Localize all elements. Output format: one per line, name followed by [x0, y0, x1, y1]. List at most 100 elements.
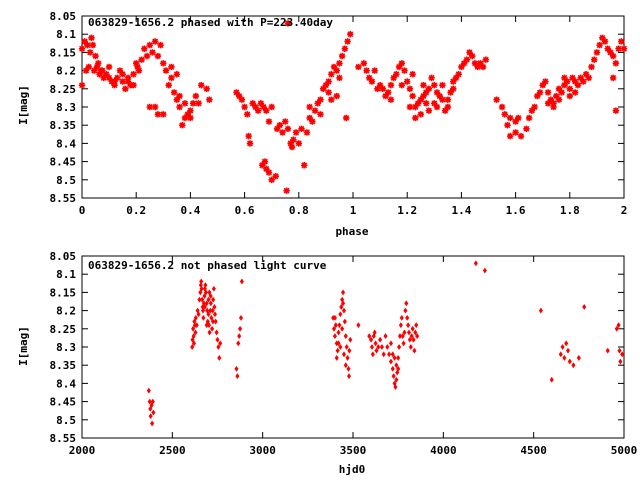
unphased-data-point	[401, 340, 406, 347]
unphased-data-point	[207, 329, 212, 336]
unphased-data-point	[206, 311, 211, 318]
phased-data-point	[588, 63, 595, 71]
unphased-data-point	[392, 354, 397, 361]
phased-data-point	[146, 41, 153, 49]
unphased-data-point	[217, 354, 222, 361]
phased-data-point	[325, 89, 332, 96]
phased-data-point	[477, 60, 484, 67]
phased-data-point	[406, 103, 414, 111]
unphased-y-tick-label: 8.55	[50, 432, 77, 445]
unphased-data-point	[191, 340, 197, 347]
phased-data-point	[245, 132, 252, 140]
unphased-data-point	[203, 289, 208, 296]
unphased-data-point	[215, 336, 220, 343]
unphased-data-point	[414, 322, 419, 329]
phased-data-point	[474, 63, 481, 71]
phased-data-point	[482, 56, 489, 63]
unphased-data-point	[390, 351, 395, 358]
phased-data-point	[387, 81, 395, 89]
phased-y-tick-label: 8.25	[50, 83, 77, 96]
phased-data-point	[444, 96, 452, 103]
unphased-data-point	[482, 267, 487, 274]
phased-data-point	[151, 103, 159, 111]
phased-data-point	[466, 49, 473, 56]
unphased-data-point	[190, 344, 195, 350]
phased-data-point	[574, 81, 582, 89]
phased-data-point	[360, 60, 368, 67]
phased-data-point	[374, 85, 381, 92]
phased-x-tick-label: 0.4	[180, 204, 200, 217]
unphased-data-point	[407, 336, 412, 343]
unphased-data-point	[370, 351, 375, 358]
unphased-data-point	[331, 325, 337, 332]
phased-data-point	[206, 96, 213, 103]
phased-data-point	[417, 111, 424, 118]
phased-data-point	[387, 96, 395, 103]
unphased-data-point	[149, 402, 154, 409]
phased-data-point	[577, 74, 584, 82]
unphased-data-point	[208, 293, 213, 299]
unphased-data-point	[576, 354, 581, 361]
phased-data-point	[311, 107, 319, 114]
unphased-data-point	[238, 314, 244, 321]
phased-data-point	[273, 125, 281, 133]
unphased-data-point	[387, 351, 392, 358]
phased-data-point	[259, 162, 266, 169]
phased-data-point	[90, 67, 98, 74]
phased-data-point	[542, 78, 549, 85]
unphased-data-point	[411, 336, 416, 343]
phased-y-tick-label: 8.5	[56, 174, 76, 187]
unphased-data-point	[582, 304, 587, 310]
phased-data-point	[322, 81, 330, 89]
unphased-data-point	[369, 336, 374, 343]
phased-data-point	[198, 81, 205, 89]
unphased-data-point	[236, 340, 241, 347]
unphased-data-point	[147, 398, 152, 405]
unphased-y-tick-label: 8.45	[50, 396, 77, 409]
phased-data-point	[203, 85, 210, 92]
unphased-data-point	[381, 351, 386, 358]
phased-plot: 8.058.18.158.28.258.38.358.48.458.58.550…	[17, 10, 627, 238]
unphased-data-point	[197, 296, 202, 303]
phased-data-point	[563, 78, 571, 85]
unphased-data-point	[198, 289, 203, 296]
phased-data-point	[539, 81, 546, 89]
phased-data-point	[292, 129, 300, 136]
phased-data-point	[151, 38, 159, 45]
unphased-data-point	[415, 333, 420, 340]
phased-data-point	[582, 71, 590, 78]
phased-data-point	[566, 85, 573, 92]
phased-data-point	[555, 85, 563, 92]
phased-data-point	[544, 100, 552, 107]
unphased-data-point	[413, 329, 418, 336]
phased-data-point	[309, 118, 316, 125]
phased-data-point	[290, 136, 297, 143]
phased-data-point	[241, 103, 248, 111]
unphased-data-point	[369, 344, 375, 350]
unphased-data-point	[341, 351, 347, 358]
phased-data-point	[93, 63, 101, 71]
unphased-data-point	[203, 282, 208, 289]
phased-y-tick-label: 8.45	[50, 156, 77, 169]
unphased-data-point	[340, 325, 345, 332]
phased-data-point	[298, 125, 305, 133]
phased-data-point	[422, 100, 430, 107]
phased-data-point	[268, 176, 275, 183]
phased-data-point	[504, 122, 511, 129]
phased-data-point	[447, 89, 454, 96]
unphased-data-point	[406, 329, 412, 336]
phased-data-point	[78, 81, 86, 89]
phased-data-point	[593, 49, 601, 56]
phased-data-point	[531, 103, 538, 111]
phased-data-point	[130, 71, 137, 78]
phased-data-point	[86, 49, 94, 56]
phased-data-point	[436, 92, 443, 100]
unphased-data-point	[151, 409, 156, 416]
unphased-x-tick-label: 2000	[69, 444, 96, 457]
phased-data-point	[590, 56, 598, 63]
unphased-data-point	[390, 365, 395, 372]
phased-data-point	[319, 85, 327, 92]
phased-data-point	[433, 89, 441, 96]
